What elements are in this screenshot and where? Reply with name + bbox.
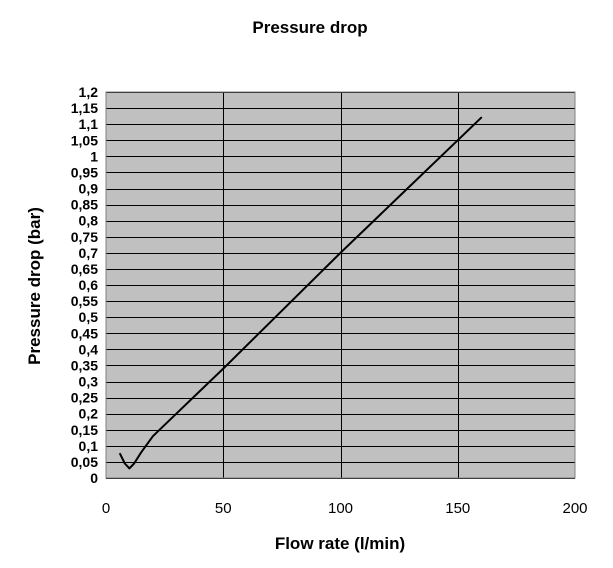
series-line-pressure-drop [119,116,483,470]
y-tick-label: 0,25 [71,390,98,406]
y-tick-label: 0,4 [79,341,99,357]
y-tick-label: 0,9 [79,181,99,197]
y-tick-label: 0,5 [79,309,99,325]
y-tick-label: 0,65 [71,261,98,277]
y-tick-label: 0,8 [79,213,99,229]
y-tick-label: 0,35 [71,357,98,373]
plot-border [105,91,576,479]
y-tick-label: 0,15 [71,422,98,438]
y-tick-label: 0,1 [79,438,99,454]
y-tick-label: 0,3 [79,374,99,390]
y-tick-label: 0,05 [71,454,98,470]
chart-title: Pressure drop [252,18,367,37]
y-tick-label: 0,7 [79,245,99,261]
x-tick-label: 0 [102,500,110,517]
y-tick-label: 0,75 [71,229,98,245]
x-axis-title: Flow rate (l/min) [275,534,405,553]
x-tick-label: 150 [445,500,470,517]
y-tick-labels: 00,050,10,150,20,250,30,350,40,450,50,55… [71,84,98,486]
y-tick-label: 0,45 [71,325,98,341]
y-tick-label: 0,95 [71,164,98,180]
y-tick-label: 0,55 [71,293,98,309]
x-tick-label: 100 [328,500,353,517]
x-tick-labels: 0 50 100 150 200 [102,500,588,517]
y-tick-label: 0,85 [71,197,98,213]
y-tick-label: 1,2 [79,84,99,100]
y-axis-title: Pressure drop (bar) [25,207,44,365]
x-tick-label: 50 [215,500,232,517]
y-tick-label: 1,05 [71,132,98,148]
y-tick-label: 1 [90,148,98,164]
y-tick-label: 0,2 [79,406,99,422]
y-tick-label: 1,15 [71,100,98,116]
y-tick-label: 1,1 [79,116,99,132]
x-tick-label: 200 [562,500,587,517]
y-tick-label: 0 [90,470,98,486]
y-tick-label: 0,6 [79,277,99,293]
